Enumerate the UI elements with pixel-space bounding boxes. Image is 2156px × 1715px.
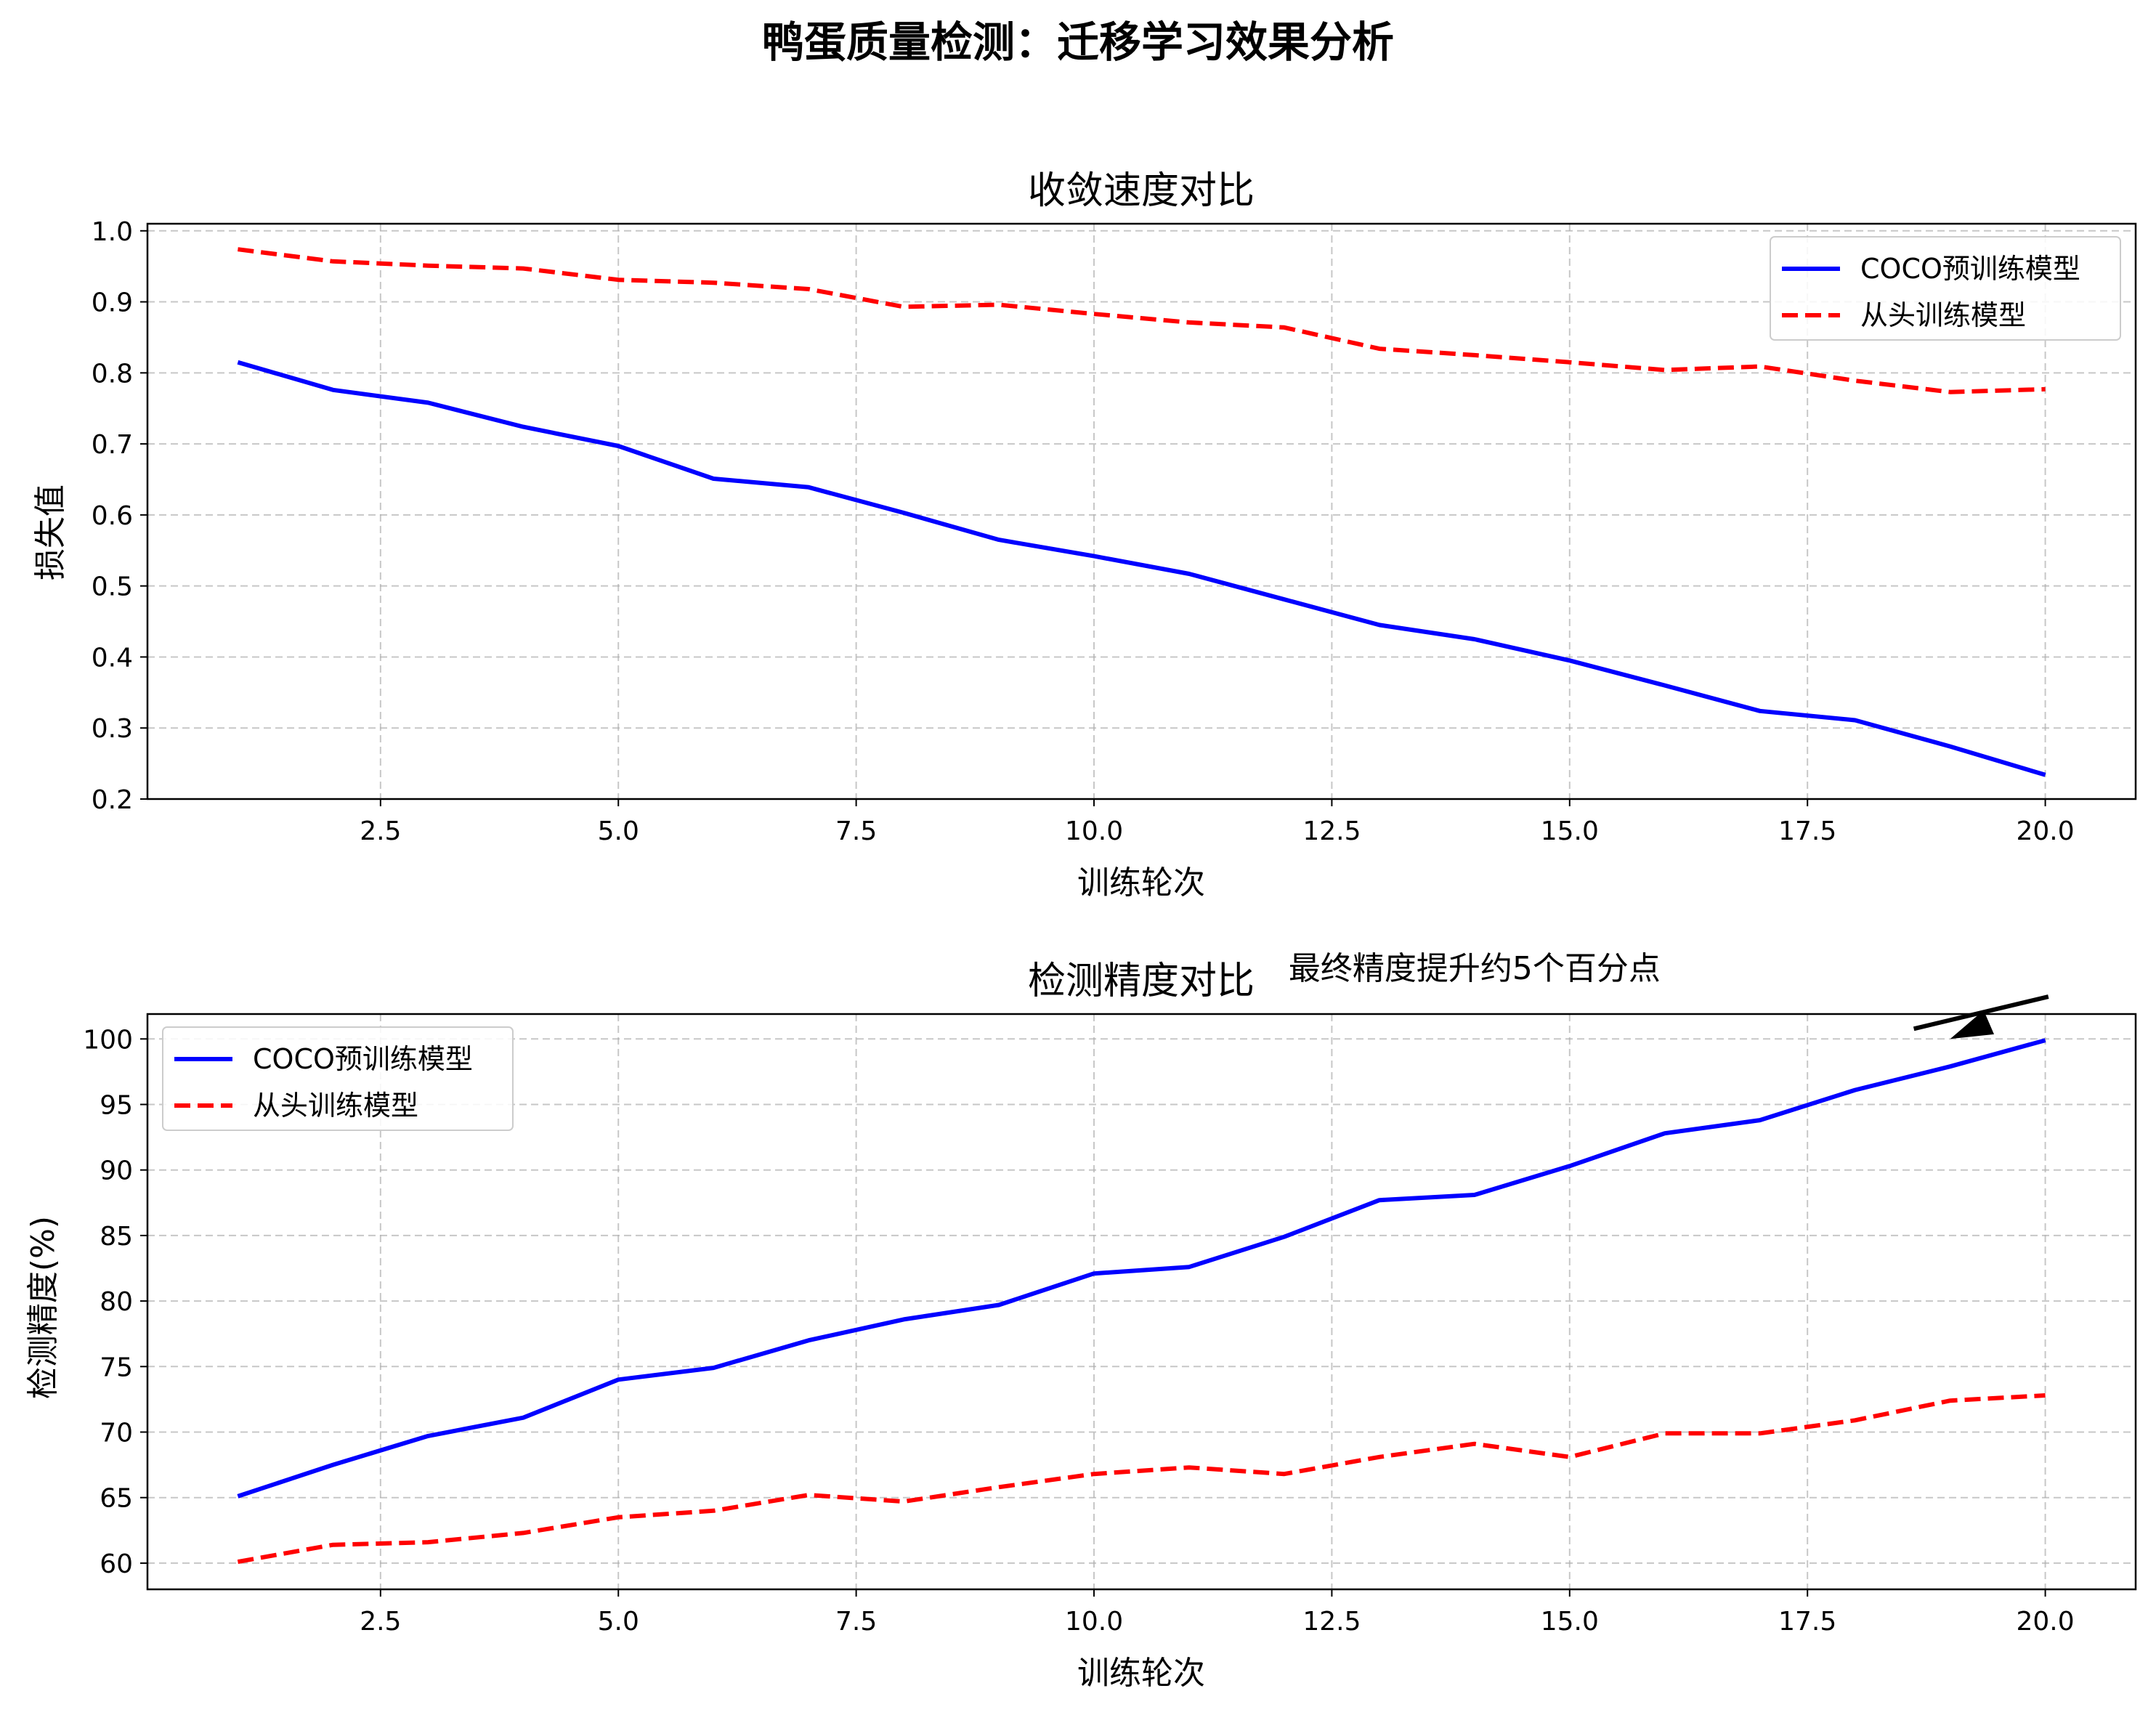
y-tick-label: 0.8 — [92, 359, 133, 389]
x-tick-label: 2.5 — [360, 816, 401, 846]
series-line-coco — [237, 360, 2046, 777]
x-tick-label: 12.5 — [1302, 1607, 1361, 1637]
y-tick-label: 100 — [83, 1025, 133, 1055]
y-tick-label: 65 — [100, 1484, 133, 1514]
y-tick-label: 0.2 — [92, 785, 133, 815]
x-tick-label: 7.5 — [835, 1607, 877, 1637]
x-tick-label: 2.5 — [360, 1607, 401, 1637]
x-tick-label: 17.5 — [1778, 1607, 1836, 1637]
chart-title: 检测精度对比 — [1028, 960, 1255, 1003]
x-tick-label: 5.0 — [598, 816, 639, 846]
convergence-chart: 收敛速度对比 训练轮次 损失值 2.5 5.0 7.5 10.0 12.5 15.0 17.… — [32, 169, 2137, 901]
y-tick-label: 75 — [100, 1353, 133, 1382]
legend-label: COCO预训练模型 — [253, 1043, 473, 1075]
legend-label: 从头训练模型 — [253, 1090, 418, 1122]
y-tick-label: 0.6 — [92, 501, 133, 531]
y-axis-label: 检测精度(%) — [25, 1216, 62, 1399]
figure-title: 鸭蛋质量检测：迁移学习效果分析 — [762, 17, 1394, 67]
y-axis-label: 损失值 — [32, 485, 69, 580]
series-line-coco — [237, 1038, 2046, 1499]
legend-label: 从头训练模型 — [1860, 299, 2026, 331]
legend-label: COCO预训练模型 — [1860, 253, 2080, 285]
series-line-scratch — [237, 1393, 2046, 1565]
annotation-arrow-head — [1950, 1010, 1995, 1039]
x-tick-label: 20.0 — [2017, 1607, 2075, 1637]
y-tick-label: 0.4 — [92, 643, 133, 673]
x-axis-label: 训练轮次 — [1077, 864, 1205, 901]
x-tick-label: 10.0 — [1065, 816, 1123, 846]
series-line-scratch — [238, 247, 2046, 394]
x-tick-label: 10.0 — [1065, 1607, 1123, 1637]
x-tick-label: 5.0 — [598, 1607, 639, 1637]
accuracy-chart: 检测精度对比 训练轮次 检测精度(%) 2.5 5.0 7.5 10.0 12.5 15.… — [25, 950, 2137, 1692]
y-tick-label: 95 — [100, 1090, 133, 1120]
legend-box — [162, 1026, 514, 1131]
x-tick-label: 17.5 — [1778, 816, 1836, 846]
x-tick-label: 20.0 — [2017, 816, 2075, 846]
plot-frame — [146, 222, 2137, 800]
y-tick-label: 0.7 — [92, 430, 133, 460]
y-tick-label: 90 — [100, 1156, 133, 1186]
x-axis-label: 训练轮次 — [1077, 1655, 1205, 1692]
annotation-text: 最终精度提升约5个百分点 — [1289, 950, 1661, 987]
x-tick-label: 12.5 — [1302, 816, 1361, 846]
y-tick-label: 80 — [100, 1287, 133, 1317]
y-tick-label: 85 — [100, 1222, 133, 1252]
x-tick-label: 7.5 — [835, 816, 877, 846]
y-tick-label: 0.3 — [92, 714, 133, 744]
chart-title: 收敛速度对比 — [1028, 169, 1255, 213]
legend-box — [1770, 236, 2121, 341]
y-tick-label: 1.0 — [92, 217, 133, 247]
y-tick-label: 0.9 — [92, 288, 133, 318]
y-tick-label: 70 — [100, 1419, 133, 1448]
plot-frame — [146, 1013, 2137, 1591]
y-tick-label: 60 — [100, 1549, 133, 1579]
x-tick-label: 15.0 — [1541, 1607, 1599, 1637]
y-tick-label: 0.5 — [92, 572, 133, 602]
x-tick-label: 15.0 — [1541, 816, 1599, 846]
